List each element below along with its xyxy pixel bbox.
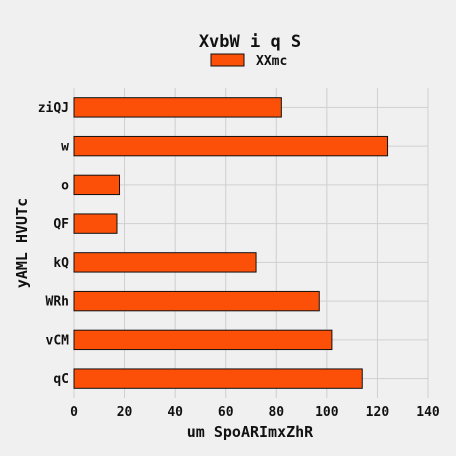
bars (73, 97, 389, 389)
y-tick-label: kQ (53, 256, 69, 271)
bar-w (73, 135, 389, 157)
y-axis-label: yAML HVUTc (13, 198, 31, 288)
x-tick-label: 60 (218, 405, 234, 420)
y-tick-label: ziQJ (38, 101, 69, 116)
x-tick-label: 80 (268, 405, 284, 420)
bar-qC (73, 368, 363, 389)
legend: XXmc (210, 53, 287, 69)
bar-kQ (73, 252, 257, 273)
x-axis-label: um SpoARImxZhR (187, 423, 314, 441)
bar-vCM (73, 329, 333, 351)
bar-ziQJ (73, 97, 282, 118)
y-tick-label: QF (53, 217, 69, 232)
y-tick-label: vCM (46, 333, 70, 348)
x-tick-label: 0 (70, 405, 78, 420)
y-tick-label: qC (53, 372, 69, 387)
bar-WRh (73, 290, 320, 312)
bar-QF (73, 213, 118, 234)
x-tick-label: 40 (167, 405, 183, 420)
x-tick-label: 140 (416, 405, 440, 420)
bar-o (73, 174, 121, 196)
x-tick-label: 20 (117, 405, 133, 420)
x-tick-labels: 0 20 40 60 80 100 120 140 (70, 405, 440, 420)
y-tick-label: o (61, 178, 69, 193)
x-tick-label: 120 (366, 405, 390, 420)
chart-title: XvbW i q S (199, 32, 301, 52)
grid (73, 88, 429, 398)
legend-swatch (210, 53, 245, 67)
y-tick-label: WRh (46, 295, 69, 310)
y-tick-labels: qC vCM WRh kQ QF o w ziQJ (38, 101, 69, 387)
legend-label: XXmc (256, 54, 287, 69)
y-tick-label: w (61, 140, 69, 155)
x-tick-label: 100 (315, 405, 339, 420)
